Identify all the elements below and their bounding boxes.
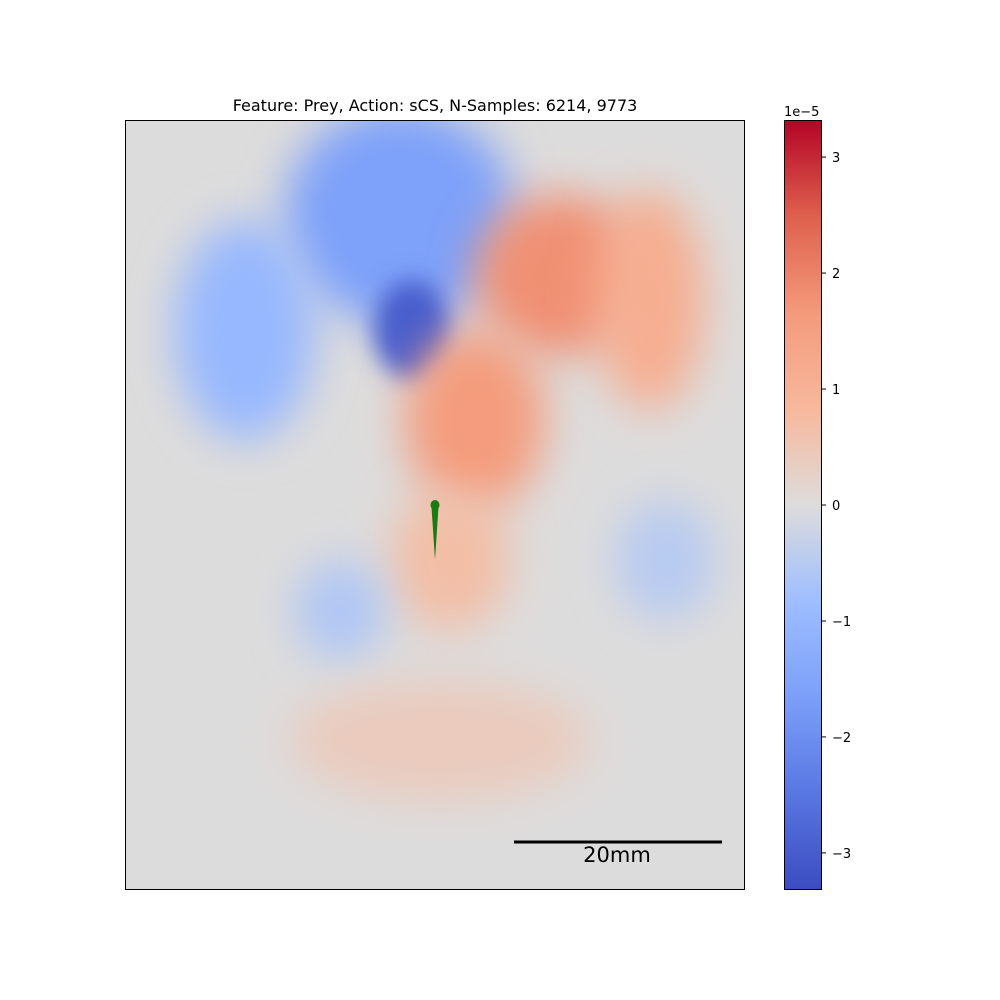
colorbar-tick-label: −3 xyxy=(832,847,851,862)
heatmap-blob xyxy=(595,190,705,410)
colorbar-tick-label: 3 xyxy=(832,151,840,166)
fish-marker-icon xyxy=(430,500,440,560)
colorbar-tick-label: −2 xyxy=(832,731,851,746)
plot-frame xyxy=(125,120,745,890)
colorbar-gradient xyxy=(784,120,822,890)
colorbar-ticks: 3 2 1 0 −1 −2 −3 xyxy=(822,151,851,862)
heatmap-blob xyxy=(615,500,715,620)
fish-head xyxy=(430,500,440,510)
chart-title: Feature: Prey, Action: sCS, N-Samples: 6… xyxy=(233,96,638,115)
heatmap-field xyxy=(175,120,715,800)
colorbar-tick-label: −1 xyxy=(832,615,851,630)
scale-bar: 20mm xyxy=(514,840,722,867)
colorbar-offset-label: 1e−5 xyxy=(784,105,819,120)
heatmap-blob xyxy=(295,560,385,660)
heatmap-blob xyxy=(405,330,545,510)
colorbar: 1e−5 3 2 1 0 −1 −2 −3 xyxy=(784,105,851,890)
heatmap-plot xyxy=(125,120,745,890)
colorbar-tick-label: 2 xyxy=(832,267,840,282)
heatmap-blob xyxy=(175,220,315,440)
colorbar-frame xyxy=(784,120,822,890)
fish-tail xyxy=(431,507,439,560)
heatmap-blob xyxy=(290,680,590,800)
heatmap-blob xyxy=(390,490,510,630)
scale-bar-label: 20mm xyxy=(583,843,651,867)
colorbar-tick-label: 1 xyxy=(832,383,840,398)
colorbar-tick-label: 0 xyxy=(832,499,840,514)
heatmap-blob xyxy=(285,120,515,325)
